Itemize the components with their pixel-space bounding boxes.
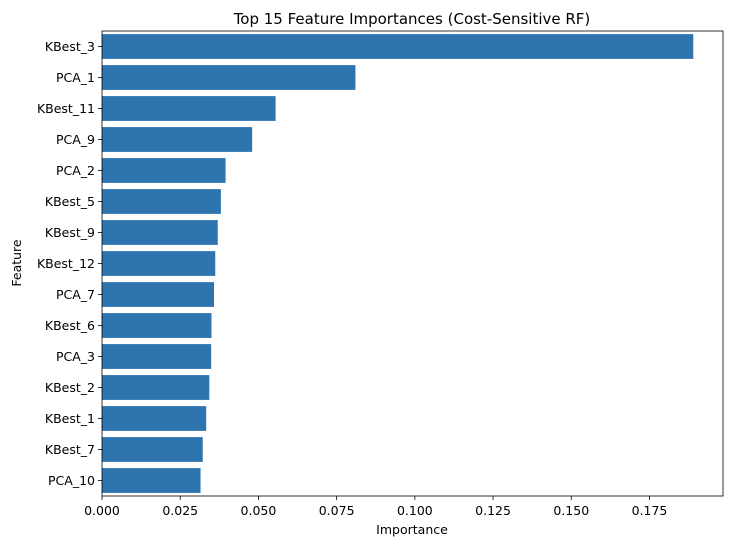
- bar-kbest-2: [102, 375, 210, 400]
- bar-kbest-1: [102, 406, 207, 431]
- y-tick-label: KBest_7: [45, 442, 95, 457]
- bar-pca-3: [102, 344, 212, 369]
- x-tick-label: 0.150: [553, 503, 589, 518]
- y-tick-label: KBest_3: [45, 39, 95, 54]
- bar-kbest-5: [102, 189, 221, 214]
- y-ticks-group: KBest_3 PCA_1 KBest_11 PCA_9 PCA_2 KBest_5 KBe…: [37, 39, 102, 488]
- x-axis-label: Importance: [376, 522, 448, 537]
- bar-pca-2: [102, 158, 226, 183]
- bar-pca-1: [102, 65, 356, 90]
- y-tick-label: PCA_2: [56, 163, 95, 178]
- y-tick-label: KBest_5: [45, 194, 95, 209]
- x-tick-label: 0.100: [397, 503, 433, 518]
- bar-kbest-6: [102, 313, 212, 338]
- bar-kbest-11: [102, 96, 276, 121]
- chart-title: Top 15 Feature Importances (Cost-Sensiti…: [233, 10, 591, 28]
- x-tick-label: 0.175: [632, 503, 668, 518]
- y-tick-label: PCA_9: [56, 132, 95, 147]
- x-tick-label: 0.125: [475, 503, 511, 518]
- bar-pca-9: [102, 127, 253, 152]
- y-tick-label: PCA_10: [48, 473, 95, 488]
- y-tick-label: KBest_6: [45, 318, 95, 333]
- x-tick-label: 0.050: [241, 503, 277, 518]
- bar-pca-7: [102, 282, 214, 307]
- x-tick-label: 0.000: [84, 503, 120, 518]
- y-tick-label: KBest_9: [45, 225, 95, 240]
- bars-group: [102, 34, 694, 493]
- bar-kbest-12: [102, 251, 216, 276]
- x-tick-label: 0.075: [319, 503, 355, 518]
- y-tick-label: KBest_11: [37, 101, 95, 116]
- bar-pca-10: [102, 468, 201, 493]
- y-tick-label: PCA_7: [56, 287, 95, 302]
- y-tick-label: PCA_1: [56, 70, 95, 85]
- y-tick-label: KBest_12: [37, 256, 95, 271]
- y-axis-label: Feature: [9, 239, 24, 287]
- y-tick-label: PCA_3: [56, 349, 95, 364]
- bar-kbest-7: [102, 437, 203, 462]
- x-ticks-group: 0.000 0.025 0.050 0.075 0.100 0.125 0.150 0.175: [84, 496, 667, 518]
- plot-frame: [101, 30, 724, 497]
- y-tick-label: KBest_1: [45, 411, 95, 426]
- x-tick-label: 0.025: [162, 503, 198, 518]
- bar-kbest-9: [102, 220, 218, 245]
- y-tick-label: KBest_2: [45, 380, 95, 395]
- bar-kbest-3: [102, 34, 694, 59]
